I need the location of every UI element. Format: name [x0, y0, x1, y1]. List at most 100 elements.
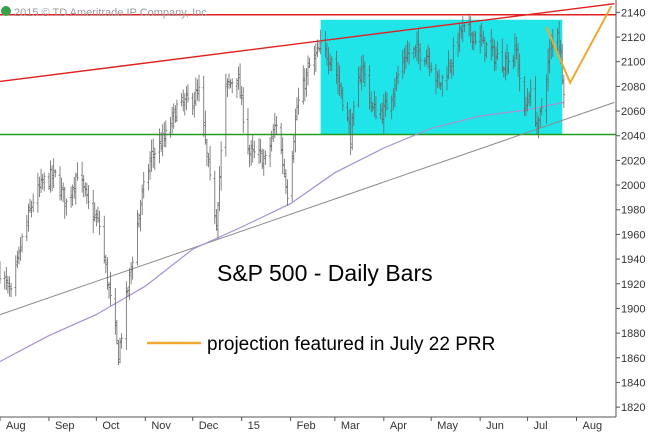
price-bar: [226, 78, 229, 98]
price-bar: [540, 98, 544, 116]
price-bar: [270, 130, 273, 152]
price-bar: [374, 96, 378, 120]
price-bar: [407, 42, 411, 65]
price-bar: [238, 63, 242, 99]
price-bar: [314, 43, 318, 72]
price-bar: [562, 74, 566, 109]
price-bar: [208, 146, 212, 181]
price-bar: [369, 91, 373, 113]
price-bar: [164, 120, 168, 148]
price-bar: [423, 57, 427, 67]
price-bar: [478, 25, 482, 54]
y-tick-label: 1940: [621, 254, 645, 266]
price-bar: [248, 144, 251, 168]
price-bar: [557, 21, 561, 58]
moving-average-line: [0, 101, 565, 363]
price-bar: [384, 91, 387, 118]
price-bar: [515, 36, 518, 60]
y-tick-label: 1880: [621, 328, 645, 340]
price-bar: [393, 77, 397, 108]
x-tick-label: Nov: [151, 420, 171, 432]
price-bar: [518, 53, 521, 92]
price-bar: [483, 37, 487, 63]
price-bar: [357, 66, 360, 108]
price-bar: [227, 73, 231, 89]
price-bar: [513, 33, 517, 67]
price-bar: [114, 288, 117, 335]
price-bar: [358, 66, 362, 84]
price-bar: [385, 92, 389, 111]
price-bar: [450, 59, 454, 79]
price-bar: [174, 105, 177, 123]
price-bar: [140, 184, 144, 216]
price-bar: [360, 55, 364, 91]
price-bar: [524, 96, 528, 117]
price-bar: [485, 42, 488, 59]
y-tick-label: 2060: [621, 106, 645, 118]
price-bar: [403, 47, 406, 74]
chart-title: S&P 500 - Daily Bars: [217, 260, 433, 286]
price-bar: [216, 201, 220, 239]
price-bar: [151, 138, 155, 168]
price-bar: [507, 52, 510, 74]
price-bar: [482, 30, 485, 44]
y-tick-label: 2100: [621, 57, 645, 69]
price-bar: [47, 172, 51, 190]
price-bar: [180, 93, 183, 107]
price-bar: [463, 22, 466, 33]
price-bar: [505, 44, 509, 76]
x-tick-label: Jun: [486, 420, 504, 432]
price-bars-layer: [0, 13, 566, 366]
trend-line-0: [0, 3, 615, 83]
price-bar: [175, 99, 179, 123]
price-bar: [9, 282, 13, 297]
price-bar: [95, 209, 98, 227]
price-bar: [260, 148, 264, 169]
price-bar: [305, 67, 308, 97]
price-bar: [161, 124, 164, 157]
price-bar: [96, 206, 100, 223]
price-bar: [31, 193, 35, 213]
price-bar: [494, 46, 498, 71]
y-tick-label: 2080: [621, 81, 645, 93]
moving-average-layer: [0, 101, 565, 363]
price-bar: [335, 50, 338, 84]
price-bar: [219, 141, 223, 191]
highlight-box-layer: [320, 19, 563, 135]
price-bar: [380, 102, 384, 124]
price-bar: [556, 28, 559, 54]
price-bar: [301, 65, 305, 105]
price-bar: [102, 215, 106, 264]
price-bar: [292, 134, 296, 164]
price-bar: [98, 210, 101, 235]
price-bar: [115, 319, 119, 345]
price-bar: [436, 70, 439, 88]
price-bar: [240, 85, 243, 106]
x-tick-label: 15: [248, 420, 260, 432]
price-bar: [107, 281, 111, 299]
price-bar: [412, 46, 416, 59]
price-bar: [391, 88, 395, 111]
price-bar: [440, 74, 444, 97]
price-bar: [390, 95, 394, 120]
x-tick-label: Dec: [199, 420, 219, 432]
price-bar: [93, 202, 97, 222]
price-bar: [230, 78, 234, 94]
price-bar: [204, 110, 207, 145]
x-tick-label: May: [437, 420, 458, 432]
price-bar: [74, 172, 78, 205]
price-bar: [27, 203, 30, 232]
price-bar: [347, 109, 351, 135]
y-tick-label: 1860: [621, 353, 645, 365]
price-bar: [396, 65, 400, 85]
price-bar: [41, 174, 44, 190]
price-bar: [313, 45, 316, 76]
price-bar: [425, 49, 428, 65]
price-bar: [489, 28, 493, 61]
price-bar: [537, 116, 540, 139]
x-tick-label: Aug: [6, 420, 26, 432]
price-bar: [191, 93, 194, 115]
y-tick-label: 2120: [621, 32, 645, 44]
price-bar: [262, 149, 266, 176]
